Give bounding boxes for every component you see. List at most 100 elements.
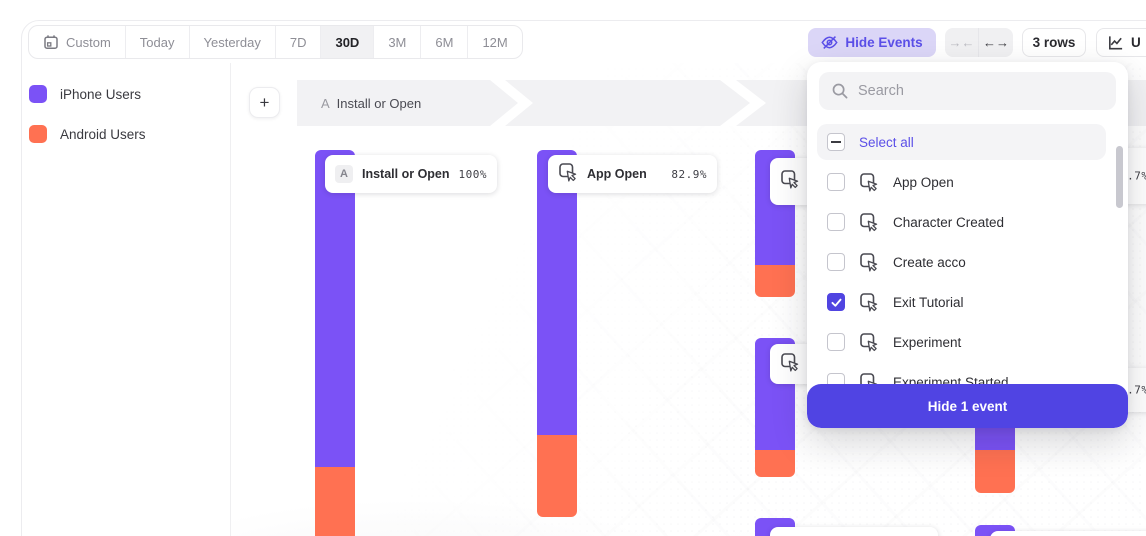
bar-segment-iphone <box>975 427 1015 450</box>
event-checkbox[interactable] <box>827 253 845 271</box>
date-range-label: 12M <box>482 34 508 50</box>
select-all-row[interactable]: Select all <box>817 124 1106 160</box>
rows-label: 3 rows <box>1032 35 1076 50</box>
event-checkbox[interactable] <box>827 333 845 351</box>
step-letter: A <box>321 95 330 111</box>
step-arrow-icon <box>490 80 533 126</box>
card-percent-value: 82.9% <box>671 167 707 181</box>
event-search-input[interactable] <box>858 83 1104 99</box>
scrollbar-thumb[interactable] <box>1116 146 1123 208</box>
calendar-icon <box>43 34 59 50</box>
event-list-item[interactable]: Create acco <box>817 242 1106 282</box>
line-chart-icon <box>1107 34 1124 51</box>
event-icon <box>859 292 879 312</box>
chart-mode-button[interactable]: U <box>1096 28 1146 57</box>
event-icon <box>859 252 879 272</box>
funnel-bar[interactable] <box>975 427 1015 493</box>
event-icon <box>859 212 879 232</box>
date-range-12m[interactable]: 12M <box>468 26 521 58</box>
funnel-step-card[interactable]: App Open 82.9% <box>548 155 717 193</box>
step-letter-badge: A <box>335 165 353 183</box>
bar-segment-android <box>755 265 795 297</box>
event-label: App Open <box>893 174 954 190</box>
date-range-label: Today <box>139 34 175 50</box>
legend-swatch <box>29 85 47 103</box>
event-label: Character Created <box>893 214 1005 230</box>
bar-segment-iphone <box>537 150 577 435</box>
legend-item[interactable]: Android Users <box>29 125 146 143</box>
event-checkbox[interactable] <box>827 213 845 231</box>
funnel-step-card[interactable]: A Install or Open 100% <box>325 155 497 193</box>
event-checkbox[interactable] <box>827 173 845 191</box>
event-icon <box>860 173 878 192</box>
funnel-step-card[interactable] <box>990 531 1146 536</box>
date-range-label: Custom <box>66 34 111 50</box>
legend-label: iPhone Users <box>60 86 142 102</box>
date-range-label: 6M <box>435 34 454 50</box>
funnel-step-card[interactable] <box>770 527 938 536</box>
date-range-custom[interactable]: Custom <box>29 26 126 58</box>
legend-swatch <box>29 125 47 143</box>
legend-item[interactable]: iPhone Users <box>29 85 146 103</box>
card-percent-value: 100% <box>458 167 488 181</box>
date-range-label: 3M <box>388 34 407 50</box>
hide-events-dropdown: Select all App Open Character Created Crea… <box>807 62 1128 428</box>
expand-columns-button[interactable]: ←→ <box>983 35 1009 50</box>
event-icon <box>860 253 878 272</box>
event-icon <box>860 293 878 312</box>
event-list-item[interactable]: App Open <box>817 162 1106 202</box>
select-all-label: Select all <box>859 134 914 150</box>
hide-event-apply-button[interactable]: Hide 1 event <box>807 384 1128 428</box>
date-range-yesterday[interactable]: Yesterday <box>190 26 276 58</box>
series-legend: iPhone Users Android Users <box>29 85 146 165</box>
step-name: Install or Open <box>336 95 422 111</box>
select-all-checkbox[interactable] <box>827 133 845 151</box>
date-range-today[interactable]: Today <box>126 26 190 58</box>
calendar-icon <box>44 35 58 49</box>
event-icon <box>859 172 879 192</box>
bar-segment-android <box>755 450 795 477</box>
event-label: Experiment <box>893 334 962 350</box>
event-list-item[interactable]: Exit Tutorial <box>817 282 1106 322</box>
step-header-label: A Install or Open <box>321 80 421 126</box>
event-label: Create acco <box>893 254 966 270</box>
date-range-label: 7D <box>289 34 307 50</box>
date-range-control: Custom Today Yesterday 7D 30D 3M 6M 12M <box>28 25 523 59</box>
funnel-bar[interactable] <box>537 150 577 517</box>
date-range-30d[interactable]: 30D <box>321 26 375 58</box>
date-range-3m[interactable]: 3M <box>374 26 422 58</box>
event-icon <box>558 162 578 187</box>
bar-segment-android <box>315 467 355 536</box>
event-label: Exit Tutorial <box>893 294 964 310</box>
bar-segment-android <box>975 450 1015 493</box>
rows-selector-button[interactable]: 3 rows <box>1022 28 1086 57</box>
event-checkbox[interactable] <box>827 293 845 311</box>
card-label: App Open <box>587 167 647 181</box>
event-search-box <box>819 72 1116 110</box>
funnel-bar[interactable] <box>975 525 1015 536</box>
collapse-columns-button[interactable]: →← <box>945 28 979 57</box>
funnel-bar[interactable] <box>315 150 355 536</box>
event-list-item[interactable]: Character Created <box>817 202 1106 242</box>
event-icon <box>860 213 878 232</box>
event-icon <box>781 352 799 372</box>
event-list-item[interactable]: Experiment <box>817 322 1106 362</box>
date-range-6m[interactable]: 6M <box>421 26 469 58</box>
date-range-label: 30D <box>335 34 360 50</box>
sidebar-divider <box>230 63 231 536</box>
search-icon <box>831 82 849 100</box>
legend-label: Android Users <box>60 126 146 142</box>
eye-off-icon <box>821 34 838 51</box>
column-width-control: →← ←→ <box>945 28 1013 57</box>
check-icon <box>831 298 841 307</box>
hide-events-button[interactable]: Hide Events <box>808 28 936 57</box>
card-label: Install or Open <box>362 167 450 181</box>
event-icon <box>780 352 800 377</box>
event-icon <box>859 332 879 352</box>
event-icon <box>860 333 878 352</box>
event-icon <box>781 170 799 189</box>
add-step-button[interactable]: + <box>249 87 280 118</box>
bar-segment-iphone <box>315 150 355 467</box>
bar-segment-iphone <box>975 525 1015 536</box>
date-range-7d[interactable]: 7D <box>276 26 322 58</box>
